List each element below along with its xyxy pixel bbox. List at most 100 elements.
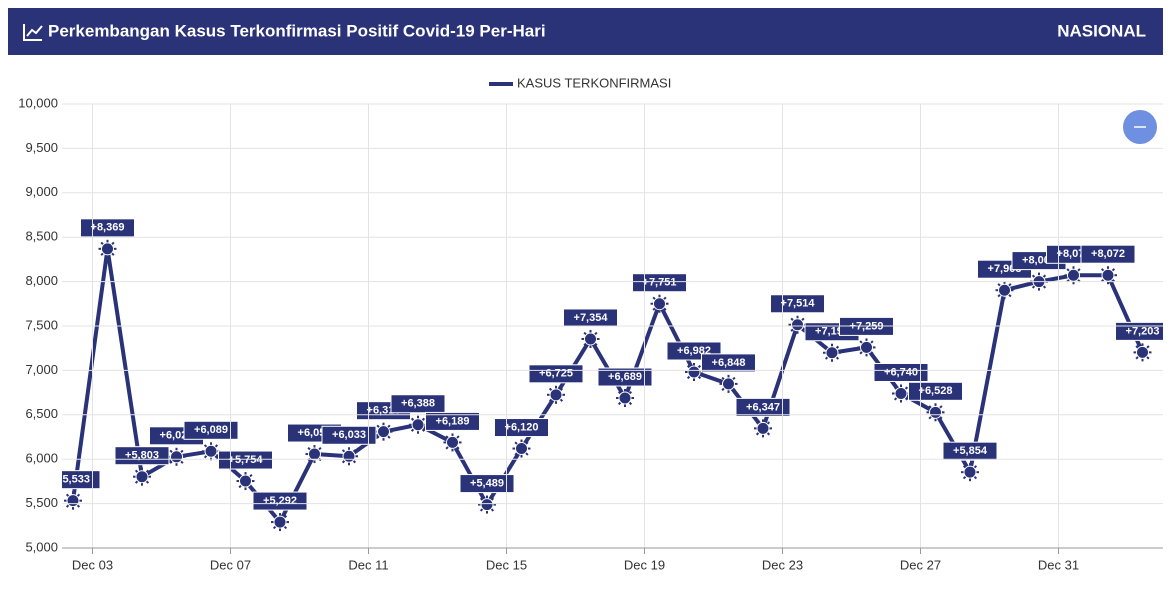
data-label: +6,740 xyxy=(873,362,929,382)
marker-body xyxy=(549,388,563,402)
virus-marker xyxy=(892,384,910,403)
marker-body xyxy=(377,425,390,439)
virus-marker xyxy=(202,442,220,461)
data-label-box xyxy=(770,294,825,314)
marker-body xyxy=(687,365,701,379)
y-tick-label: 7,500 xyxy=(25,317,58,332)
virus-marker xyxy=(719,374,738,393)
data-label-text: +6,120 xyxy=(505,421,539,433)
y-tick-label: 10,000 xyxy=(18,95,58,110)
data-label: +6,689 xyxy=(597,367,653,387)
collapse-button[interactable] xyxy=(1123,110,1157,144)
data-label: +6,725 xyxy=(528,364,584,384)
virus-marker xyxy=(616,389,634,408)
data-label: +8,072 xyxy=(1080,244,1136,264)
marker-body xyxy=(825,346,839,360)
x-tick-label: Dec 19 xyxy=(624,557,665,572)
marker-body xyxy=(722,377,735,391)
virus-marker xyxy=(823,343,841,362)
data-label: +5,533 xyxy=(62,470,101,490)
marker-body xyxy=(239,474,252,488)
data-label-box xyxy=(114,446,170,466)
marker-body xyxy=(998,283,1011,297)
data-label-text: +6,725 xyxy=(539,368,573,380)
data-label: +6,120 xyxy=(494,418,549,438)
header-region: NASIONAL xyxy=(1057,21,1146,40)
data-label-text: +6,528 xyxy=(919,385,953,397)
data-label-text: +7,751 xyxy=(643,277,677,289)
y-tick-label: 7,000 xyxy=(25,362,58,377)
data-label: +7,751 xyxy=(632,273,687,293)
marker-body xyxy=(584,332,597,346)
data-label-text: +8,369 xyxy=(91,222,125,234)
chart-icon xyxy=(23,24,43,41)
virus-marker xyxy=(512,439,531,458)
data-label-box xyxy=(528,364,584,384)
marker-body xyxy=(756,421,770,435)
data-label: +6,347 xyxy=(735,397,791,417)
data-label: +5,754 xyxy=(218,450,273,470)
data-label-box xyxy=(459,474,515,494)
marker-body xyxy=(204,444,218,458)
data-label-text: +6,189 xyxy=(436,415,470,427)
marker-body xyxy=(446,435,459,449)
data-label-box xyxy=(873,362,929,382)
y-tick-label: 8,500 xyxy=(25,229,58,244)
virus-marker xyxy=(271,513,289,532)
y-tick-label: 9,500 xyxy=(25,140,58,155)
data-label-box xyxy=(701,353,756,373)
virus-marker xyxy=(857,338,876,357)
marker-body xyxy=(308,447,321,461)
data-label-text: +5,489 xyxy=(470,477,504,489)
data-label: +7,514 xyxy=(770,294,825,314)
x-tick-label: Dec 31 xyxy=(1038,557,1079,572)
legend-label: KASUS TERKONFIRMASI xyxy=(517,75,671,90)
data-label-text: +6,388 xyxy=(401,398,435,410)
x-tick-label: Dec 07 xyxy=(210,557,251,572)
data-label-box xyxy=(321,425,377,445)
data-label-box xyxy=(908,381,963,401)
virus-marker xyxy=(650,294,669,313)
virus-marker xyxy=(961,463,979,482)
data-label-box xyxy=(218,450,273,470)
data-label: +7,354 xyxy=(563,308,618,328)
data-label: +7,203 xyxy=(1115,321,1163,341)
marker-body xyxy=(101,242,114,256)
virus-marker xyxy=(236,472,255,491)
virus-marker xyxy=(374,422,393,441)
marker-body xyxy=(135,470,149,484)
data-label: +5,292 xyxy=(252,491,308,511)
virus-marker xyxy=(409,415,427,434)
data-label-text: +5,803 xyxy=(125,450,159,462)
y-tick-label: 8,000 xyxy=(25,273,58,288)
marker-body xyxy=(860,340,873,354)
data-label: +6,528 xyxy=(908,381,963,401)
x-tick-label: Dec 03 xyxy=(72,557,113,572)
data-label-text: +6,347 xyxy=(746,401,780,413)
virus-marker xyxy=(443,433,462,452)
marker-body xyxy=(894,386,908,400)
y-tick-label: 6,000 xyxy=(25,451,58,466)
y-tick-label: 6,500 xyxy=(25,406,58,421)
data-label: +5,803 xyxy=(114,446,170,466)
legend-swatch xyxy=(489,82,513,86)
x-tick-label: Dec 11 xyxy=(348,557,388,572)
virus-marker xyxy=(685,362,703,381)
virus-marker xyxy=(581,329,600,348)
data-label-text: +6,689 xyxy=(608,371,642,383)
data-label-text: +7,354 xyxy=(574,312,609,324)
data-label-text: +8,072 xyxy=(1091,248,1125,260)
data-label: +5,489 xyxy=(459,474,515,494)
data-label: +5,854 xyxy=(942,441,998,461)
virus-marker xyxy=(547,385,565,404)
marker-body xyxy=(1067,268,1080,282)
data-label: +6,388 xyxy=(390,394,446,414)
virus-marker xyxy=(995,281,1014,300)
marker-body xyxy=(1136,345,1149,359)
virus-marker xyxy=(926,403,945,422)
data-label-text: +7,203 xyxy=(1126,325,1160,337)
y-tick-label: 5,500 xyxy=(25,495,58,510)
data-label-box xyxy=(252,491,308,511)
marker-body xyxy=(618,391,632,405)
